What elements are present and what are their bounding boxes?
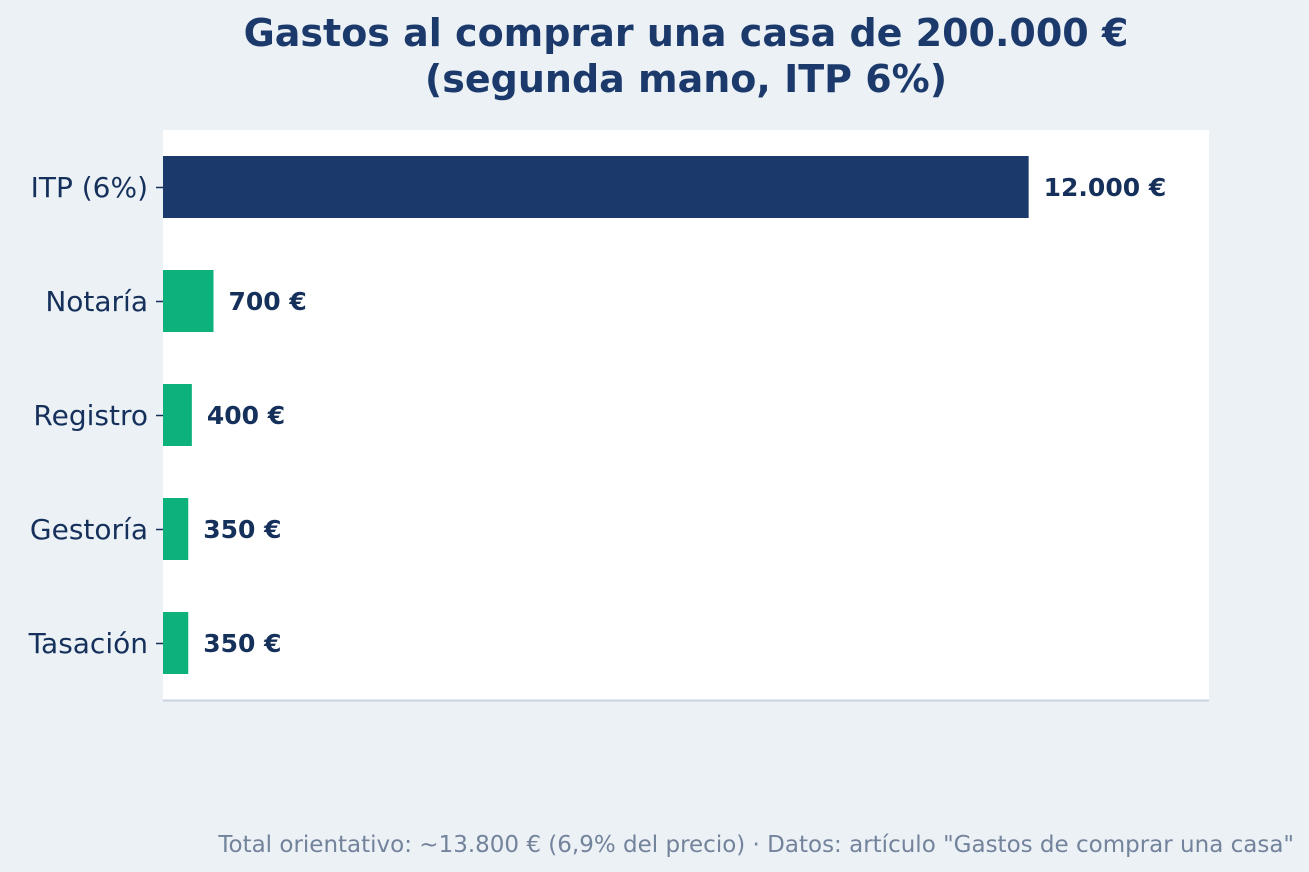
- y-tick-label: Registro: [33, 399, 148, 432]
- chart-title-line: Gastos al comprar una casa de 200.000 €: [244, 11, 1129, 55]
- y-tick-label: Tasación: [28, 627, 148, 660]
- bar-value-label: 700 €: [228, 287, 306, 316]
- bar-value-label: 350 €: [203, 515, 281, 544]
- bar: [163, 384, 192, 446]
- chart-footer: Total orientativo: ~13.800 € (6,9% del p…: [217, 832, 1294, 858]
- bar: [163, 270, 214, 332]
- bar: [163, 612, 189, 674]
- y-tick-label: Notaría: [45, 285, 148, 318]
- chart-title: Gastos al comprar una casa de 200.000 €(…: [244, 11, 1129, 101]
- bar: [163, 156, 1029, 218]
- chart-title-line: (segunda mano, ITP 6%): [425, 57, 947, 101]
- bar-value-label: 350 €: [203, 629, 281, 658]
- y-tick-label: Gestoría: [30, 513, 148, 546]
- bar-value-label: 12.000 €: [1044, 173, 1167, 202]
- bar-value-label: 400 €: [207, 401, 285, 430]
- plot-area: [163, 130, 1209, 700]
- bar: [163, 498, 189, 560]
- y-tick-label: ITP (6%): [31, 171, 148, 204]
